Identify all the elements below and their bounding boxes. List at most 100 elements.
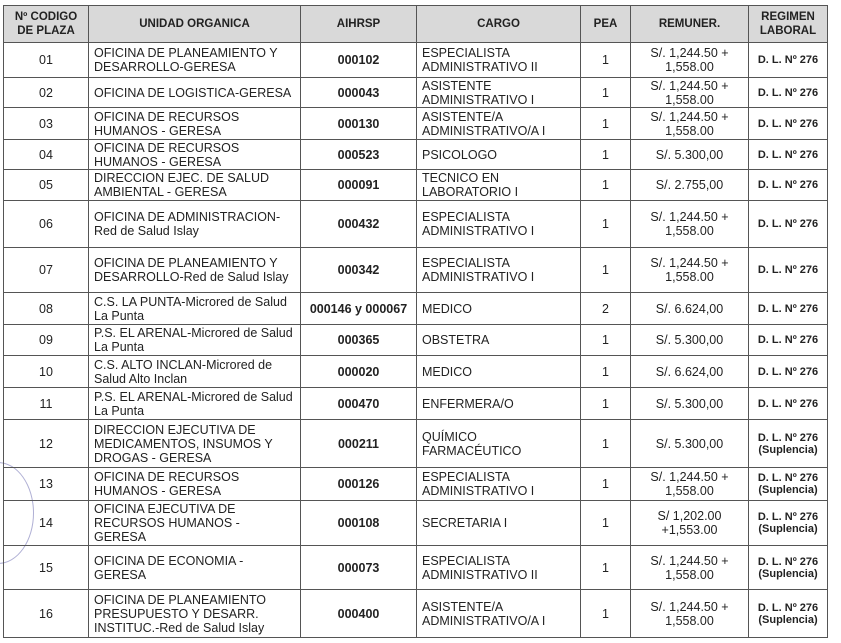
cell-pea: 1 [580,387,631,420]
cell-codigo: 07 [3,247,89,293]
cell-aihrsp: 000470 [300,387,417,420]
table-row: 08 C.S. LA PUNTA-Microred de Salud La Pun… [3,292,828,325]
cell-codigo: 10 [3,355,89,388]
pea-text: 1 [602,436,609,451]
unidad-text: OFICINA DE PLANEAMIENTO Y DESARROLLO-GER… [94,46,278,74]
cell-cargo: ASISTENTE ADMINISTRATIVO I [416,77,581,108]
regimen-text: D. L. Nº 276 [757,397,819,410]
cell-unidad: OFICINA DE PLANEAMIENTO PRESUPUESTO Y DE… [88,589,301,638]
regimen-text: D. L. Nº 276 [757,117,819,130]
aihrsp-text: 000400 [337,606,380,621]
header-pea: PEA [580,5,631,43]
cell-pea: 1 [580,169,631,201]
cell-aihrsp: 000020 [300,355,417,388]
cell-remuner: S/. 5.300,00 [630,419,749,468]
unidad-text: DIRECCION EJEC. DE SALUD AMBIENTAL - GER… [94,171,270,199]
cell-remuner: S/. 2.755,00 [630,169,749,201]
table-row: 01 OFICINA DE PLANEAMIENTO Y DESARROLLO-G… [3,42,828,78]
cell-aihrsp: 000523 [300,139,417,170]
cell-aihrsp: 000108 [300,500,417,546]
cell-aihrsp: 000432 [300,200,417,248]
cell-regimen: D. L. Nº 276 (Suplencia) [748,467,828,501]
regimen-text: D. L. Nº 276 [757,179,819,191]
cell-unidad: OFICINA DE RECURSOS HUMANOS - GERESA [88,139,301,170]
codigo-text: 08 [39,301,53,316]
cell-aihrsp: 000342 [300,247,417,293]
cell-cargo: QUÍMICO FARMACÉUTICO [416,419,581,468]
aihrsp-text: 000126 [337,477,380,491]
cell-unidad: P.S. EL ARENAL-Microred de Salud La Punt… [88,387,301,420]
cell-aihrsp: 000130 [300,107,417,140]
cell-cargo: ESPECIALISTA ADMINISTRATIVO I [416,247,581,293]
unidad-text: C.S. ALTO INCLAN-Microred de Salud Alto … [94,357,273,386]
cell-unidad: OFICINA DE PLANEAMIENTO Y DESARROLLO-GER… [88,42,301,78]
suplencia-text: (Suplencia) [758,443,818,456]
cell-pea: 1 [580,500,631,546]
cell-unidad: P.S. EL ARENAL-Microred de Salud La Punt… [88,324,301,356]
unidad-text: OFICINA DE RECURSOS HUMANOS - GERESA [94,140,240,169]
cell-codigo: 13 [3,467,89,501]
cell-pea: 1 [580,355,631,388]
cell-regimen: D. L. Nº 276 [748,200,828,248]
regimen-text: D. L. Nº 276 [757,601,819,614]
cargo-text: MEDICO [422,301,472,316]
aihrsp-text: 000073 [337,560,380,575]
regimen-text: D. L. Nº 276 [757,334,819,346]
cell-cargo: PSICOLOGO [416,139,581,170]
table-row: 07 OFICINA DE PLANEAMIENTO Y DESARROLLO-R… [3,247,828,293]
aihrsp-text: 000211 [337,436,380,451]
cell-regimen: D. L. Nº 276 (Suplencia) [748,589,828,638]
cell-cargo: ESPECIALISTA ADMINISTRATIVO II [416,42,581,78]
regimen-text: D. L. Nº 276 [757,218,819,230]
cell-remuner: S/. 1,244.50 + 1,558.00 [630,77,749,108]
cell-codigo: 03 [3,107,89,140]
aihrsp-text: 000020 [337,364,380,379]
cell-codigo: 02 [3,77,89,108]
codigo-text: 11 [39,396,53,411]
table-row: 11 P.S. EL ARENAL-Microred de Salud La Pu… [3,387,828,420]
remuner-text: S/. 1,244.50 + 1,558.00 [650,78,729,107]
regimen-text: D. L. Nº 276 [757,264,819,276]
cell-remuner: S/. 1,244.50 + 1,558.00 [630,42,749,78]
codigo-text: 07 [39,263,53,277]
regimen-text: D. L. Nº 276 [757,431,819,444]
cell-codigo: 05 [3,169,89,201]
cell-codigo: 14 [3,500,89,546]
suplencia-text: (Suplencia) [758,523,818,535]
table-row: 14 OFICINA EJECUTIVA DE RECURSOS HUMANOS … [3,500,828,546]
cell-cargo: TECNICO EN LABORATORIO I [416,169,581,201]
cell-pea: 1 [580,200,631,248]
suplencia-text: (Suplencia) [758,613,818,626]
cargo-text: PSICOLOGO [422,147,498,162]
aihrsp-text: 000523 [337,147,380,162]
cell-remuner: S/ 1,202.00 +1,553.00 [630,500,749,546]
codigo-text: 09 [39,333,53,347]
suplencia-text: (Suplencia) [758,567,818,580]
table-row: 05 DIRECCION EJEC. DE SALUD AMBIENTAL - G… [3,169,828,201]
cell-pea: 1 [580,247,631,293]
cell-unidad: OFICINA DE RECURSOS HUMANOS - GERESA [88,467,301,501]
pea-text: 1 [602,178,609,192]
codigo-text: 05 [39,178,53,192]
codigo-text: 01 [39,53,53,67]
cell-remuner: S/. 5.300,00 [630,324,749,356]
regimen-text: D. L. Nº 276 [757,365,819,378]
remuner-text: S/. 1,244.50 + 1,558.00 [650,470,729,498]
cell-regimen: D. L. Nº 276 [748,107,828,140]
cell-aihrsp: 000211 [300,419,417,468]
cell-regimen: D. L. Nº 276 (Suplencia) [748,419,828,468]
aihrsp-text: 000108 [337,516,380,530]
regimen-text: D. L. Nº 276 [757,511,819,523]
unidad-text: OFICINA EJECUTIVA DE RECURSOS HUMANOS - … [94,502,240,544]
cargo-text: ASISTENTE ADMINISTRATIVO I [422,78,535,107]
pea-text: 1 [602,85,609,100]
cell-regimen: D. L. Nº 276 [748,169,828,201]
header-remuner: REMUNER. [630,5,749,43]
codigo-text: 10 [39,364,53,379]
remuner-text: S/. 5.300,00 [655,436,724,451]
regimen-text: D. L. Nº 276 [757,555,819,568]
cell-unidad: OFICINA DE ECONOMIA - GERESA [88,545,301,590]
pea-text: 1 [602,147,609,162]
remuner-text: S/. 1,244.50 + 1,558.00 [650,553,729,582]
cell-cargo: ASISTENTE/A ADMINISTRATIVO/A I [416,107,581,140]
